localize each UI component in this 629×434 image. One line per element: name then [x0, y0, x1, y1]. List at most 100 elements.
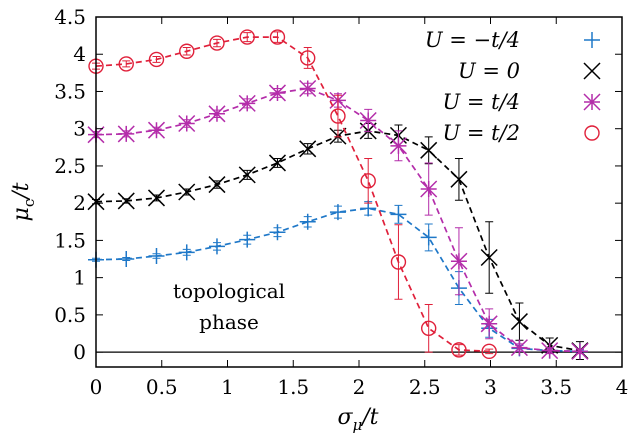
data-point: [147, 121, 166, 139]
data-point: [178, 244, 195, 261]
data-point: [450, 170, 468, 188]
x-tick-label: 4: [616, 375, 629, 399]
data-point: [420, 229, 437, 246]
data-point: [117, 125, 135, 143]
error-bar: [122, 60, 131, 68]
data-point: [330, 108, 346, 124]
error-bar: [454, 344, 463, 356]
data-point: [148, 248, 165, 265]
annotation-layer: topological phase: [173, 279, 285, 334]
annotation-line-2: phase: [199, 310, 259, 334]
data-point: [299, 79, 317, 98]
series-0: [88, 200, 588, 360]
data-point: [148, 51, 165, 68]
data-point: [510, 339, 528, 357]
data-point: [208, 176, 226, 194]
data-point: [299, 140, 317, 158]
series-line: [95, 207, 580, 353]
data-point: [541, 342, 559, 360]
legend-label: U = 0: [458, 59, 520, 83]
error-bar: [182, 47, 191, 56]
y-axis-label-sub: c: [20, 199, 38, 207]
y-axis-label: μc/t: [9, 182, 38, 221]
plot-frame: [95, 16, 623, 368]
error-bar: [333, 94, 342, 138]
data-point: [300, 50, 316, 66]
y-axis-label-base: μ: [9, 207, 34, 221]
annotation-line-1: topological: [173, 279, 285, 303]
data-point: [117, 192, 135, 210]
error-bar: [364, 157, 373, 204]
series-1: [87, 122, 589, 361]
error-bar: [394, 224, 403, 300]
data-point: [269, 224, 286, 241]
data-point: [329, 204, 346, 221]
legend-label: U = t/2: [442, 121, 520, 145]
x-axis-label: σμ/t: [337, 405, 378, 434]
y-tick-label: 4: [73, 42, 86, 66]
data-point: [178, 114, 196, 133]
data-layer: [87, 29, 622, 361]
x-tick-label: 0: [90, 375, 103, 399]
x-tick-label: 1: [221, 375, 234, 399]
data-point: [390, 254, 407, 270]
data-point: [209, 35, 225, 51]
legend-marker: [584, 32, 600, 48]
data-point: [390, 206, 407, 223]
data-point: [118, 56, 134, 72]
error-bar: [273, 31, 282, 43]
legend-marker: [583, 93, 601, 111]
error-bar: [243, 32, 252, 43]
data-point: [239, 231, 256, 248]
x-tick-label: 0.5: [146, 375, 178, 399]
y-tick-label: 0: [73, 340, 86, 364]
data-point: [389, 137, 407, 155]
x-axis-label-sub: μ: [353, 416, 363, 434]
legend: U = −t/4 U = 0 U = t/4 U = t/2: [425, 28, 601, 145]
y-tick-label: 2.5: [54, 154, 86, 178]
data-point: [147, 189, 166, 207]
data-point: [118, 251, 135, 268]
data-point: [299, 213, 316, 230]
error-bar: [212, 38, 221, 48]
data-point: [238, 166, 256, 184]
data-point: [360, 173, 376, 189]
legend-marker: [583, 62, 601, 80]
data-point: [178, 183, 196, 201]
data-point: [269, 29, 286, 45]
series-line: [95, 36, 490, 353]
legend-marker: [584, 125, 600, 141]
data-point: [450, 252, 468, 270]
data-point: [208, 105, 226, 123]
data-point: [451, 342, 467, 358]
data-point: [480, 249, 498, 267]
data-point: [571, 342, 589, 360]
tick-layer: 0 0.5 1 1.5 2 2.5 3 3.5 4 0 0.5 1 1.5 2 2.5 3 3.5 4 4.5: [54, 5, 628, 399]
x-tick-label: 2: [353, 375, 366, 399]
y-tick-label: 4.5: [54, 5, 86, 29]
y-tick-label: 1: [73, 266, 86, 290]
x-tick-label: 2.5: [409, 375, 441, 399]
data-point: [238, 94, 256, 112]
data-point: [179, 43, 195, 59]
x-tick-label: 1.5: [277, 375, 309, 399]
series-3: [88, 29, 497, 360]
series-line: [95, 130, 581, 352]
data-point: [420, 180, 438, 198]
x-tick-label: 3: [484, 375, 497, 399]
data-point: [208, 238, 225, 255]
data-point: [359, 111, 377, 130]
error-bar: [424, 303, 433, 353]
x-tick-label: 3.5: [540, 375, 572, 399]
legend-label: U = −t/4: [425, 28, 520, 52]
data-point: [268, 84, 287, 102]
y-tick-label: 1.5: [54, 228, 86, 252]
data-point: [510, 313, 528, 331]
y-tick-label: 3: [73, 117, 86, 141]
x-axis-label-base: σ: [337, 405, 353, 430]
data-point: [268, 154, 287, 172]
data-point: [420, 320, 437, 336]
data-point: [239, 29, 255, 45]
data-point: [480, 315, 498, 333]
